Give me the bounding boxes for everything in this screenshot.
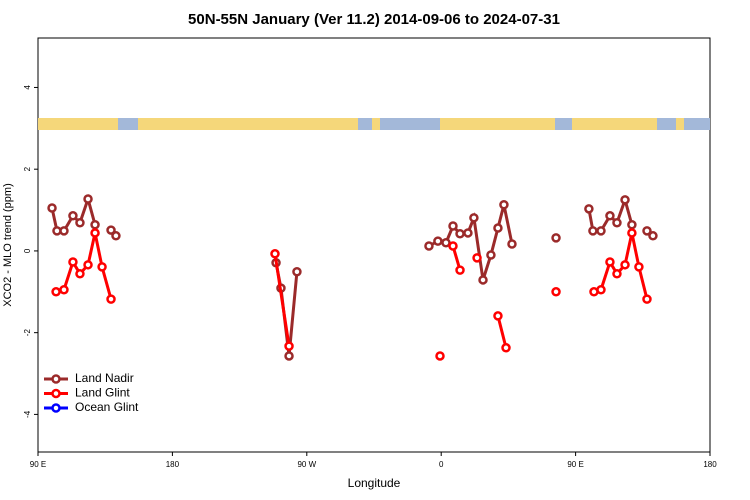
point <box>627 220 637 230</box>
point <box>596 285 606 295</box>
point <box>448 241 458 251</box>
point <box>634 262 644 272</box>
x-tick-label: 0 <box>439 460 444 469</box>
point <box>51 287 61 297</box>
point <box>455 265 465 275</box>
y-tick-label: 2 <box>23 166 32 171</box>
point <box>90 228 100 238</box>
point <box>486 250 496 260</box>
point <box>493 311 503 321</box>
point <box>478 275 488 285</box>
point <box>106 225 116 235</box>
point <box>551 233 561 243</box>
y-tick-label: 4 <box>23 85 32 90</box>
point <box>507 239 517 249</box>
point <box>106 294 116 304</box>
point <box>620 195 630 205</box>
point <box>469 213 479 223</box>
legend-marker <box>51 403 61 413</box>
x-tick-label: 180 <box>166 460 180 469</box>
point <box>68 257 78 267</box>
point <box>284 341 294 351</box>
x-tick-label: 90 W <box>297 460 316 469</box>
point <box>596 226 606 236</box>
plot-frame <box>37 37 711 453</box>
point <box>463 228 473 238</box>
series-line <box>50 193 654 357</box>
point <box>292 267 302 277</box>
legend-marker <box>51 374 61 384</box>
chart-title: 50N-55N January (Ver 11.2) 2014-09-06 to… <box>188 11 560 28</box>
point <box>642 226 652 236</box>
point <box>111 231 121 241</box>
series-line <box>55 232 649 349</box>
point <box>627 228 637 238</box>
point <box>59 285 69 295</box>
point <box>448 221 458 231</box>
point <box>472 253 482 263</box>
point <box>455 229 465 239</box>
point <box>612 217 622 228</box>
point <box>441 238 451 248</box>
land-mask-strip <box>38 118 710 130</box>
point <box>75 269 85 279</box>
x-tick-label: 180 <box>703 460 717 469</box>
point <box>551 287 561 297</box>
point <box>642 294 652 304</box>
point <box>90 220 100 230</box>
point <box>435 351 445 361</box>
point <box>59 226 69 236</box>
point <box>270 249 280 259</box>
point <box>501 343 511 353</box>
point <box>433 236 443 246</box>
y-tick-label: -2 <box>23 329 32 337</box>
point <box>605 211 615 221</box>
point <box>284 351 294 361</box>
legend-label: Ocean Glint <box>75 400 139 414</box>
point <box>648 231 658 241</box>
point <box>47 203 57 213</box>
point <box>584 204 594 214</box>
legend-label: Land Glint <box>75 386 130 400</box>
y-tick-label: 0 <box>23 248 32 253</box>
x-tick-label: 90 E <box>567 460 583 469</box>
point <box>68 211 78 221</box>
point <box>83 194 93 204</box>
point <box>588 226 598 236</box>
point <box>605 257 615 267</box>
y-tick-label: -4 <box>23 410 32 418</box>
point <box>612 269 622 279</box>
legend-marker <box>51 388 61 399</box>
point <box>97 262 107 272</box>
point <box>75 217 85 228</box>
point <box>499 199 509 210</box>
x-axis-label: Longitude <box>348 476 401 490</box>
y-axis-label: XCO2 - MLO trend (ppm) <box>2 183 14 306</box>
legend-label: Land Nadir <box>75 371 134 385</box>
point <box>424 241 434 251</box>
point <box>620 260 630 270</box>
point <box>83 260 93 270</box>
point <box>493 223 503 233</box>
x-tick-label: 90 E <box>30 460 46 469</box>
